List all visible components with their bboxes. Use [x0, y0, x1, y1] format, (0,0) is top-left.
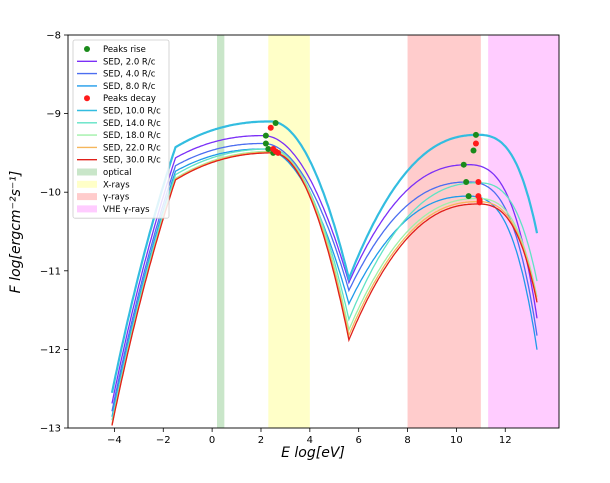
x-tick-label: 0 [209, 435, 215, 446]
x-axis-ticks: −4 −2 0 2 4 6 8 10 12 [107, 428, 512, 446]
peak-rise-point [272, 120, 279, 127]
peak-decay-point [267, 124, 274, 131]
series-line-sed-22-0-r-c [111, 151, 538, 425]
legend-item-peaks-decay-label: Peaks decay [103, 94, 156, 104]
peak-decay-point [476, 197, 483, 204]
peak-rise-point [460, 161, 467, 168]
band-x-rays [268, 35, 310, 428]
peak-rise-point [265, 145, 272, 152]
legend-item-sed-4-0-r-c-label: SED, 4.0 R/c [103, 70, 156, 80]
legend: Peaks rise SED, 2.0 R/c SED, 4.0 R/c SED, 8… [72, 39, 170, 219]
x-axis-label: E log[eV] [281, 445, 345, 461]
legend-item-sed-18-0-r-c-label: SED, 18.0 R/c [103, 131, 161, 141]
y-tick-label: −9 [46, 109, 61, 120]
legend-item-optical-label: optical [103, 168, 132, 178]
x-tick-label: 8 [404, 435, 410, 446]
peak-rise-point [262, 140, 269, 147]
legend-item-peaks-rise-label: Peaks rise [103, 45, 146, 55]
band-rays [407, 35, 481, 428]
legend-item-sed-8-0-r-c-label: SED, 8.0 R/c [103, 82, 156, 92]
energy-bands [217, 35, 559, 428]
legend-item-x-rays-swatch [77, 180, 97, 188]
legend-item-x-rays-label: X-rays [103, 180, 130, 190]
y-tick-label: −8 [46, 31, 61, 42]
x-tick-label: −2 [156, 435, 171, 446]
peak-rise-point [465, 193, 472, 200]
legend-item-sed-30-0-r-c-label: SED, 30.0 R/c [103, 156, 161, 166]
legend-item-sed-22-0-r-c-label: SED, 22.0 R/c [103, 143, 161, 153]
series-line-sed-30-0-r-c [111, 152, 538, 426]
band-optical [217, 35, 225, 428]
x-tick-label: 12 [499, 435, 512, 446]
peak-decay-point [475, 178, 482, 185]
x-tick-label: 2 [258, 435, 264, 446]
x-tick-label: −4 [107, 435, 122, 446]
legend-item-optical-swatch [77, 168, 97, 176]
peak-markers [262, 120, 483, 206]
legend-item-peaks-decay-marker [84, 95, 90, 102]
legend-item-sed-2-0-r-c-label: SED, 2.0 R/c [103, 57, 156, 67]
x-tick-label: 4 [307, 435, 313, 446]
peak-rise-point [472, 131, 479, 138]
legend-item-sed-10-0-r-c-label: SED, 10.0 R/c [103, 107, 161, 117]
y-tick-label: −13 [40, 424, 61, 435]
y-axis-label: F log[ergcm⁻²s⁻¹] [8, 171, 24, 294]
sed-curves [110, 120, 539, 426]
peak-rise-point [463, 178, 470, 185]
series-line-sed-18-0-r-c [111, 150, 538, 425]
x-tick-label: 10 [450, 435, 463, 446]
legend-item-rays-label: γ-rays [103, 193, 130, 203]
peak-rise-point [262, 132, 269, 139]
legend-item-peaks-rise-marker [84, 46, 90, 52]
y-tick-label: −10 [40, 188, 61, 199]
peak-decay-point [472, 140, 479, 147]
x-tick-label: 6 [356, 435, 362, 446]
y-axis-ticks: −13 −12 −11 −10 −9 −8 [40, 31, 68, 435]
plot-frame [67, 34, 560, 429]
legend-item-vhe-rays-label: VHE γ-rays [103, 205, 150, 215]
legend-item-vhe-rays-swatch [77, 205, 97, 213]
peak-decay-point [272, 148, 279, 155]
legend-item-sed-14-0-r-c-label: SED, 14.0 R/c [103, 119, 161, 129]
y-tick-label: −12 [40, 345, 61, 356]
y-tick-label: −11 [40, 266, 61, 277]
peak-rise-point [470, 147, 477, 154]
legend-item-rays-swatch [77, 193, 97, 201]
series-line-sed-10-0-r-c [110, 120, 539, 394]
